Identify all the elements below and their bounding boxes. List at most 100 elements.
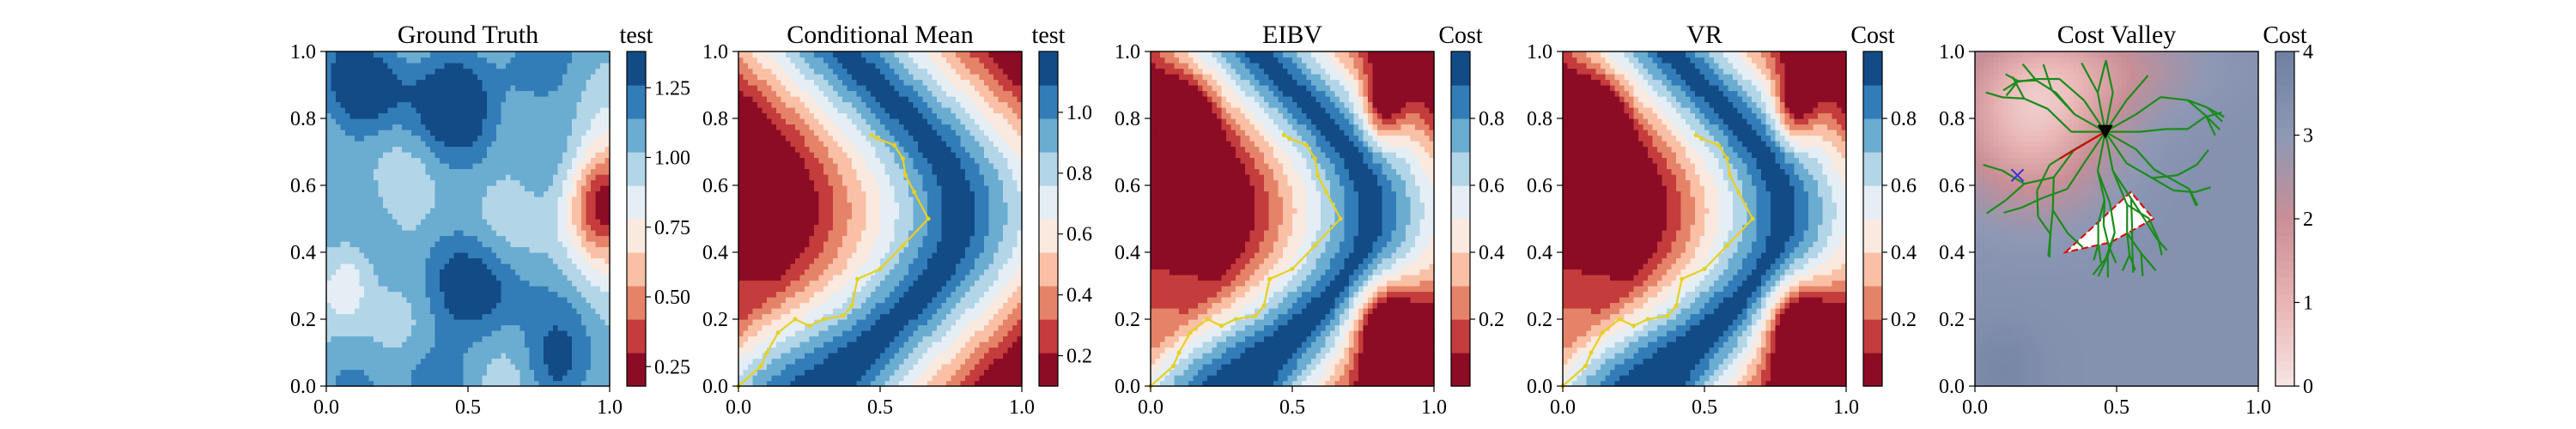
- heatmap-cell: [482, 190, 488, 197]
- heatmap-cell: [496, 179, 502, 186]
- heatmap-cell: [411, 224, 417, 231]
- heatmap-cell: [434, 324, 440, 331]
- heatmap-cell: [776, 269, 782, 275]
- heatmap-cell: [368, 275, 374, 281]
- heatmap-cell: [374, 291, 380, 298]
- heatmap-cell: [752, 224, 758, 231]
- heatmap-cell: [510, 252, 516, 259]
- heatmap-cell: [421, 291, 427, 298]
- heatmap-cell: [364, 135, 370, 142]
- heatmap-cell: [842, 252, 848, 259]
- heatmap-cell: [349, 135, 355, 142]
- heatmap-cell: [326, 358, 332, 365]
- heatmap-cell: [506, 235, 512, 242]
- heatmap-cell: [491, 291, 497, 298]
- heatmap-cell: [814, 101, 820, 108]
- heatmap-cell: [392, 257, 398, 264]
- heatmap-cell: [425, 375, 431, 382]
- heatmap-cell: [368, 96, 374, 103]
- heatmap-cell: [472, 308, 478, 315]
- heatmap-cell: [463, 375, 469, 382]
- heatmap-cell: [786, 224, 792, 231]
- heatmap-cell: [472, 224, 478, 231]
- heatmap-cell: [814, 224, 820, 231]
- heatmap-cell: [392, 202, 398, 208]
- heatmap-cell: [463, 308, 469, 315]
- heatmap-cell: [487, 246, 493, 253]
- heatmap-cell: [544, 302, 550, 309]
- heatmap-cell: [453, 213, 459, 220]
- heatmap-cell: [416, 353, 422, 360]
- heatmap-cell: [557, 74, 563, 81]
- heatmap-cell: [553, 107, 559, 114]
- heatmap-cell: [781, 174, 787, 181]
- heatmap-cell: [374, 141, 380, 148]
- heatmap-cell: [383, 190, 389, 197]
- heatmap-cell: [762, 141, 768, 148]
- colorbar-tick-label: 0.50: [654, 287, 690, 309]
- heatmap-cell: [374, 185, 380, 192]
- heatmap-cell: [430, 275, 436, 281]
- heatmap-cell: [544, 241, 550, 248]
- heatmap-cell: [434, 297, 440, 304]
- heatmap-cell: [340, 124, 346, 130]
- heatmap-cell: [828, 130, 834, 136]
- heatmap-cell: [595, 168, 601, 175]
- heatmap-cell: [383, 135, 389, 142]
- heatmap-cell: [411, 364, 417, 371]
- heatmap-cell: [440, 280, 446, 287]
- heatmap-cell: [799, 90, 805, 97]
- heatmap-cell: [576, 163, 582, 170]
- heatmap-cell: [411, 324, 417, 331]
- heatmap-cell: [586, 163, 592, 170]
- heatmap-cell: [440, 168, 446, 175]
- heatmap-cell: [421, 168, 427, 175]
- heatmap-cell: [529, 219, 535, 226]
- heatmap-cell: [449, 57, 455, 63]
- heatmap-cell: [440, 185, 446, 192]
- heatmap-cell: [510, 208, 516, 214]
- heatmap-cell: [449, 252, 455, 259]
- heatmap-cell: [781, 196, 787, 203]
- heatmap-cell: [402, 241, 408, 248]
- heatmap-cell: [538, 130, 544, 136]
- heatmap-cell: [743, 168, 749, 175]
- heatmap-cell: [823, 185, 829, 192]
- heatmap-cell: [814, 96, 820, 103]
- heatmap-cell: [581, 174, 587, 181]
- heatmap-cell: [430, 263, 436, 270]
- heatmap-cell: [449, 335, 455, 342]
- heatmap-cell: [799, 141, 805, 148]
- heatmap-cell: [748, 79, 754, 86]
- heatmap-cell: [562, 230, 568, 237]
- heatmap-cell: [449, 179, 455, 186]
- heatmap-cell: [326, 263, 332, 270]
- heatmap-cell: [482, 263, 488, 270]
- heatmap-cell: [392, 358, 398, 365]
- heatmap-cell: [605, 79, 611, 86]
- heatmap-cell: [809, 330, 815, 337]
- heatmap-cell: [487, 157, 493, 164]
- heatmap-cell: [434, 257, 440, 264]
- heatmap-cell: [496, 324, 502, 331]
- heatmap-cell: [786, 341, 792, 348]
- heatmap-cell: [459, 74, 465, 81]
- heatmap-cell: [605, 347, 611, 353]
- heatmap-cell: [525, 341, 531, 348]
- heatmap-cell: [326, 135, 332, 142]
- heatmap-cell: [600, 112, 606, 119]
- y-tick-label: 0.6: [290, 175, 316, 197]
- heatmap-cell: [771, 341, 777, 348]
- heatmap-cell: [595, 90, 601, 97]
- heatmap-cell: [748, 230, 754, 237]
- heatmap-cell: [519, 174, 526, 181]
- heatmap-cell: [738, 179, 744, 186]
- heatmap-cell: [595, 297, 601, 304]
- heatmap-cell: [496, 257, 502, 264]
- heatmap-cell: [600, 319, 606, 326]
- heatmap-cell: [581, 163, 587, 170]
- heatmap-cell: [581, 196, 587, 203]
- heatmap-cell: [501, 246, 507, 253]
- heatmap-cell: [359, 179, 365, 186]
- heatmap-cell: [406, 353, 412, 360]
